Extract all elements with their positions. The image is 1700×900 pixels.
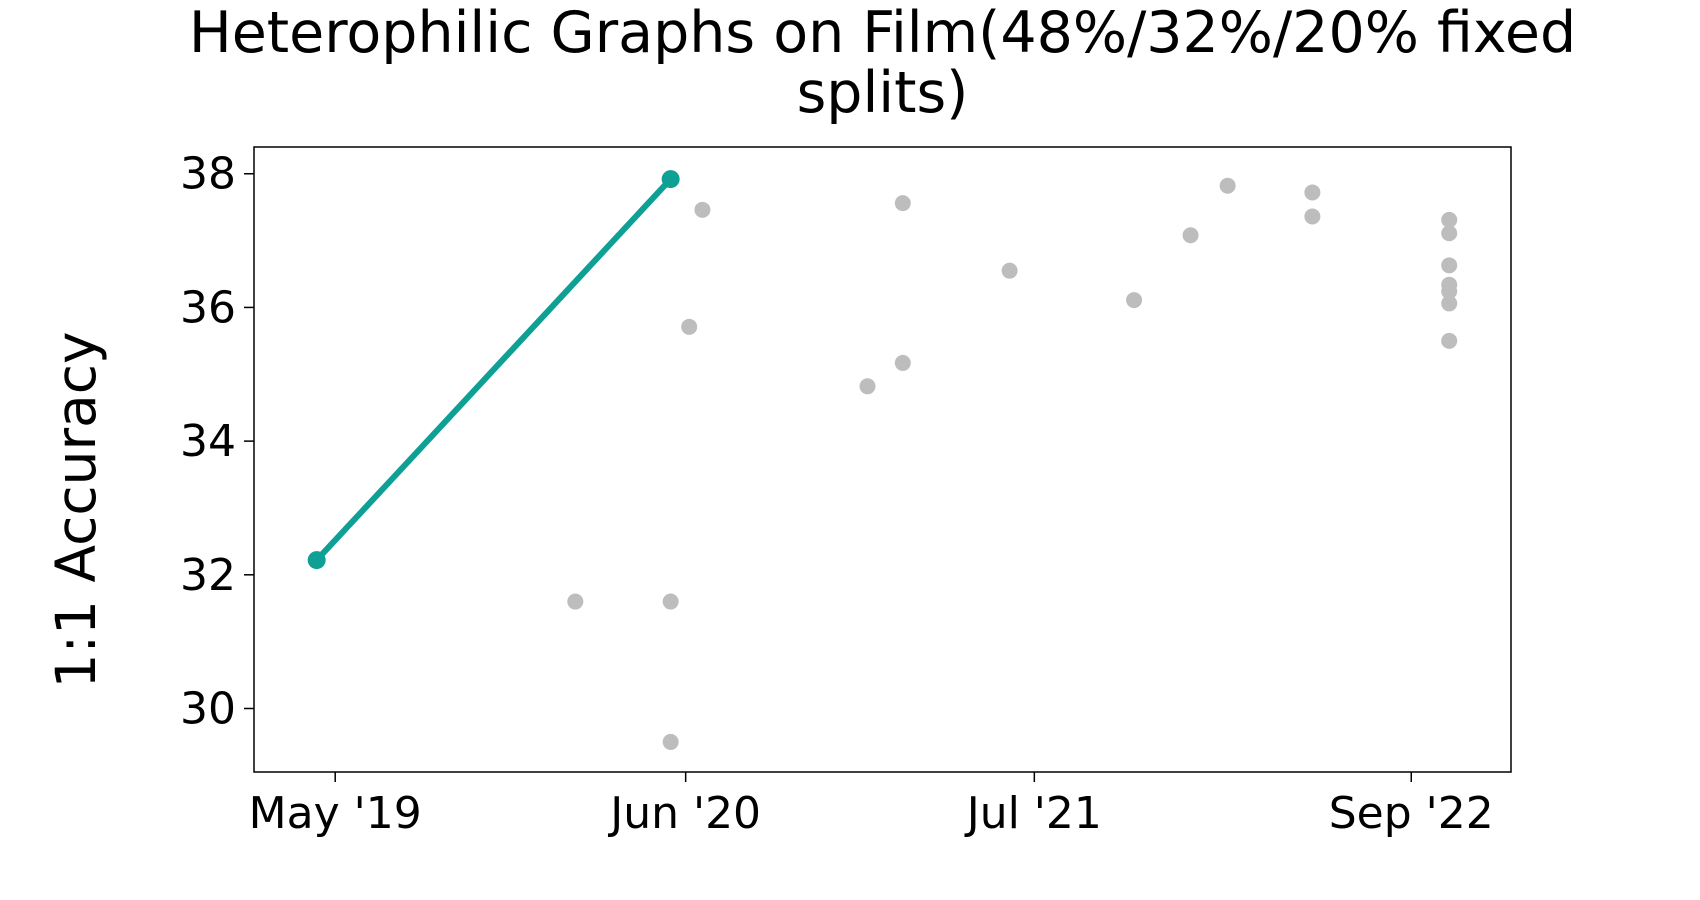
y-tick-label: 30 [180, 683, 236, 734]
y-tick-label: 32 [180, 550, 236, 601]
data-point [1304, 184, 1321, 201]
data-point [1001, 262, 1018, 279]
data-point [1441, 211, 1458, 228]
data-point [859, 378, 876, 395]
x-tick-label: May '19 [249, 788, 422, 839]
data-point [1182, 227, 1199, 244]
data-point [567, 593, 584, 610]
data-point [661, 170, 680, 189]
data-point [681, 318, 698, 335]
x-tick-label: Sep '22 [1329, 788, 1494, 839]
y-tick-label: 34 [180, 416, 236, 467]
data-point [1441, 332, 1458, 349]
data-point [1441, 295, 1458, 312]
data-point [662, 593, 679, 610]
data-point [307, 551, 326, 570]
data-point [694, 201, 711, 218]
y-tick-label: 36 [180, 282, 236, 333]
x-tick-label: Jun '20 [607, 788, 761, 839]
data-point [1126, 292, 1143, 309]
data-point [1304, 208, 1321, 225]
plot-frame [253, 146, 1512, 773]
y-tick-label: 38 [180, 149, 236, 200]
chart-title: Heterophilic Graphs on Film(48%/32%/20% … [189, 0, 1576, 126]
data-point [1219, 177, 1236, 194]
y-axis-label: 1:1 Accuracy [44, 331, 108, 688]
data-point [662, 733, 679, 750]
series-line [314, 177, 673, 563]
data-point [1441, 257, 1458, 274]
x-tick-label: Jul '21 [964, 788, 1102, 839]
data-point [894, 354, 911, 371]
data-point [1441, 283, 1458, 300]
data-point [894, 195, 911, 212]
data-point [1441, 225, 1458, 242]
